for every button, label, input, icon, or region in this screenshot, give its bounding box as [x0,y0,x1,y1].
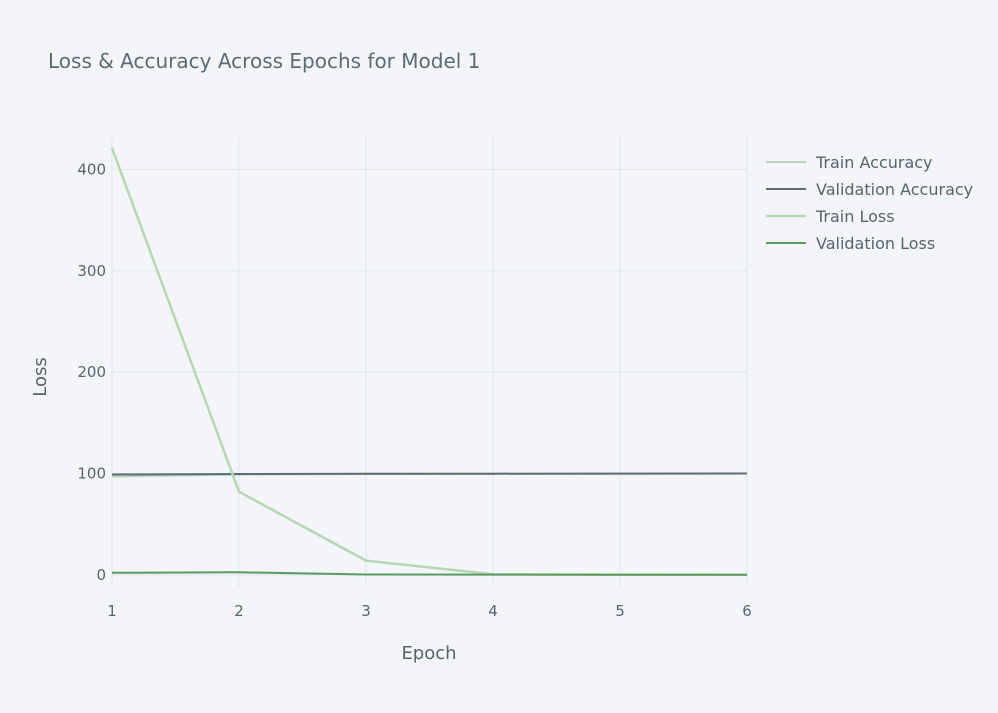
legend-item[interactable]: Validation Accuracy [766,180,973,199]
legend-label: Train Loss [815,207,895,226]
legend-item[interactable]: Train Loss [766,207,895,226]
y-tick-label: 400 [77,160,106,178]
y-axis-title: Loss [30,357,51,396]
legend-label: Validation Accuracy [816,180,973,199]
y-axis: 0 100 200 300 400 [77,160,106,583]
legend-label: Train Accuracy [815,153,933,172]
x-axis-title: Epoch [401,643,456,664]
series-line-validation-loss [111,571,747,576]
x-tick-label: 1 [107,602,117,620]
grid-lines [111,137,748,587]
legend[interactable]: Train Accuracy Validation Accuracy Train L… [766,153,973,253]
chart-title: Loss & Accuracy Across Epochs for Model … [48,49,480,73]
y-tick-label: 300 [77,262,106,280]
legend-item[interactable]: Validation Loss [766,234,935,253]
x-tick-label: 2 [234,602,244,620]
legend-label: Validation Loss [816,234,935,253]
y-tick-label: 100 [77,464,106,482]
series-line-train-loss [110,147,748,576]
x-tick-label: 6 [742,602,752,620]
x-axis: 1 2 3 4 5 6 [107,602,752,620]
y-tick-label: 0 [96,566,106,584]
legend-item[interactable]: Train Accuracy [766,153,933,172]
series-line-validation-accuracy [111,472,748,476]
x-tick-label: 3 [361,602,371,620]
x-tick-label: 4 [488,602,498,620]
y-tick-label: 200 [77,363,106,381]
plot-area [110,147,748,576]
x-tick-label: 5 [615,602,625,620]
